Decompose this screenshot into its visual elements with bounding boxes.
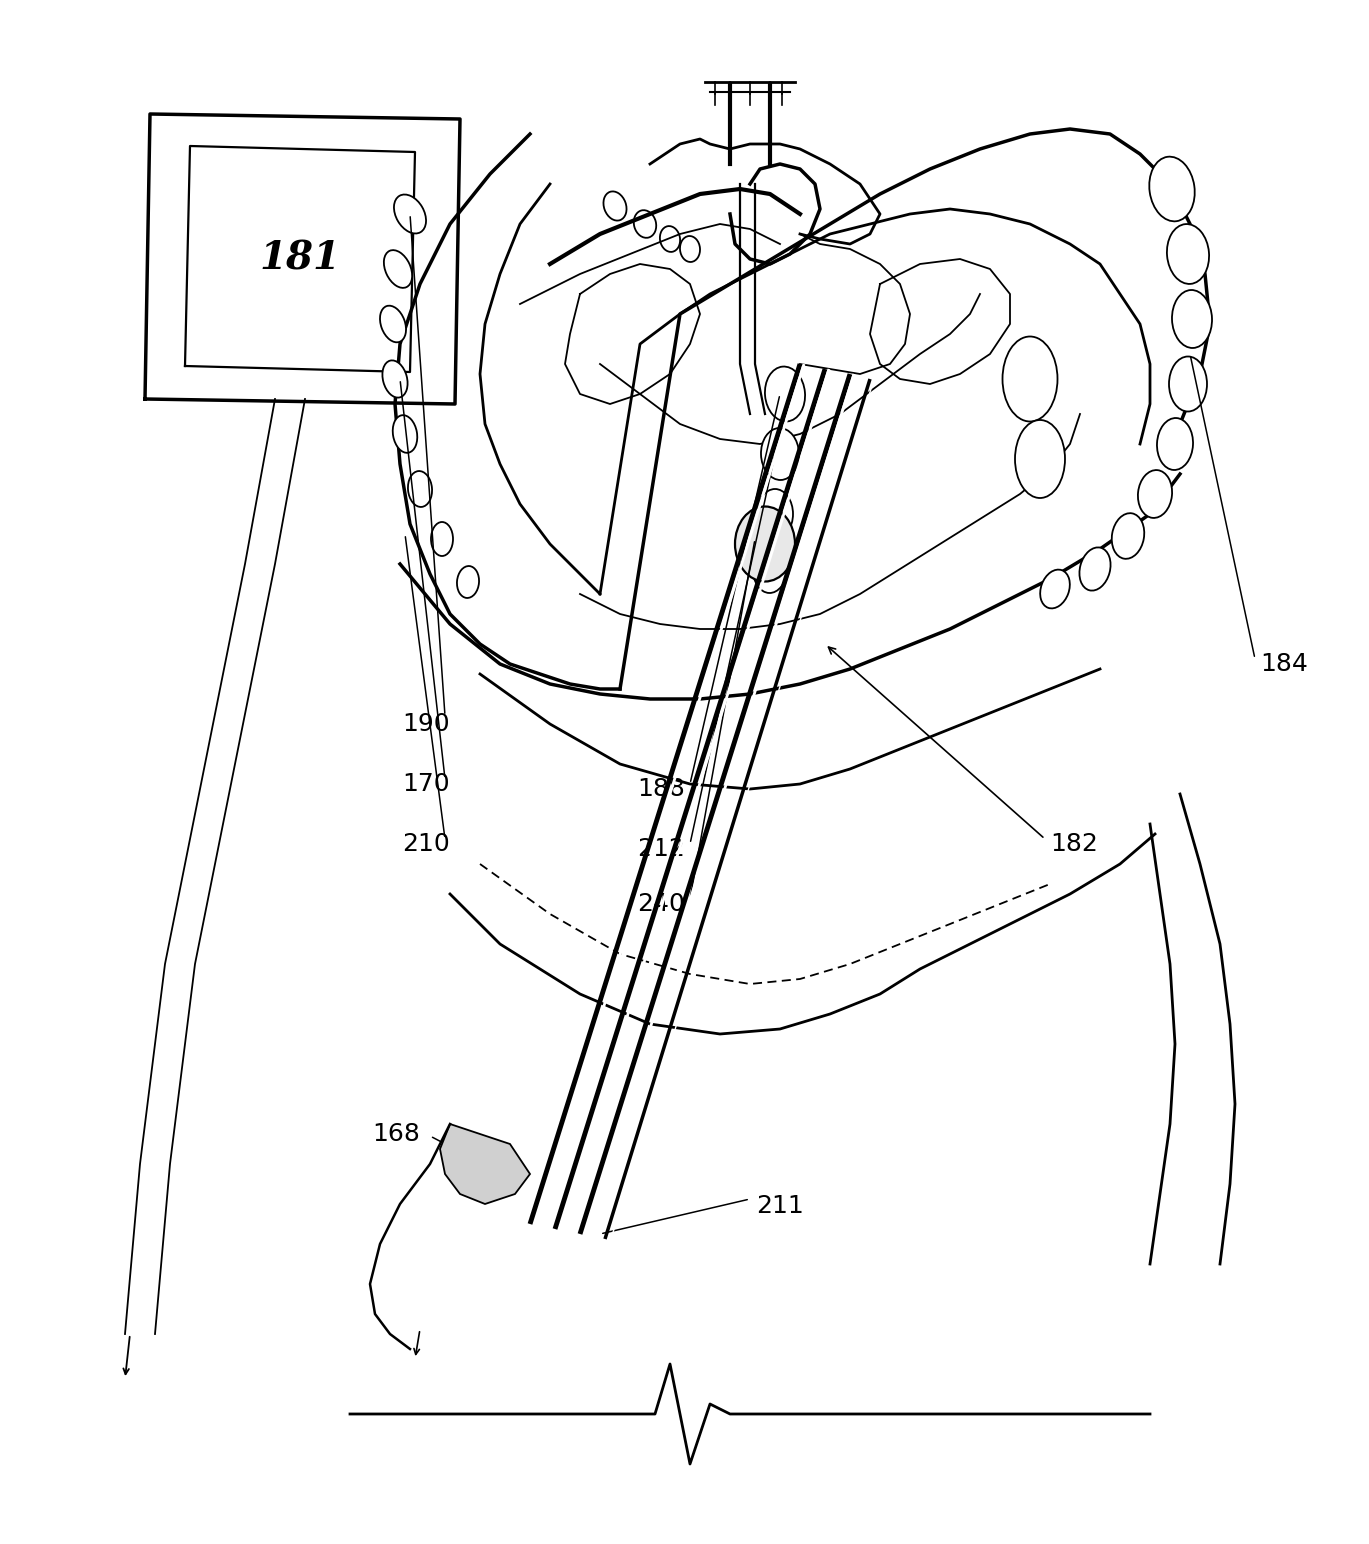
Ellipse shape: [431, 522, 453, 556]
Text: 190: 190: [402, 712, 450, 736]
Text: 212: 212: [637, 837, 684, 862]
Ellipse shape: [381, 306, 407, 343]
Text: 170: 170: [402, 772, 450, 797]
Text: 211: 211: [756, 1194, 804, 1218]
Ellipse shape: [1157, 418, 1192, 469]
Text: 168: 168: [372, 1122, 420, 1146]
Ellipse shape: [660, 225, 680, 252]
Ellipse shape: [1149, 156, 1195, 221]
Ellipse shape: [604, 191, 627, 221]
Text: 184: 184: [1259, 652, 1307, 676]
Ellipse shape: [457, 567, 479, 598]
Ellipse shape: [1138, 469, 1172, 517]
Ellipse shape: [765, 366, 805, 422]
Ellipse shape: [1169, 357, 1207, 412]
Ellipse shape: [383, 250, 412, 287]
Ellipse shape: [634, 210, 656, 238]
Ellipse shape: [735, 506, 795, 582]
Ellipse shape: [1040, 570, 1069, 608]
Text: 181: 181: [260, 239, 341, 278]
Ellipse shape: [1014, 420, 1065, 499]
Text: 210: 210: [402, 832, 450, 855]
Ellipse shape: [1079, 548, 1110, 591]
Ellipse shape: [394, 195, 426, 233]
Ellipse shape: [1172, 290, 1212, 347]
Polygon shape: [439, 1124, 530, 1204]
Ellipse shape: [408, 471, 433, 506]
Ellipse shape: [753, 545, 787, 593]
Ellipse shape: [393, 415, 418, 452]
Ellipse shape: [1112, 513, 1144, 559]
Ellipse shape: [1166, 224, 1209, 284]
Text: 188: 188: [637, 777, 684, 801]
Ellipse shape: [382, 360, 408, 398]
Ellipse shape: [761, 428, 799, 480]
Ellipse shape: [1002, 337, 1057, 422]
Text: 182: 182: [1050, 832, 1098, 855]
Ellipse shape: [757, 489, 793, 539]
Ellipse shape: [680, 236, 700, 262]
Text: 240: 240: [637, 892, 684, 916]
